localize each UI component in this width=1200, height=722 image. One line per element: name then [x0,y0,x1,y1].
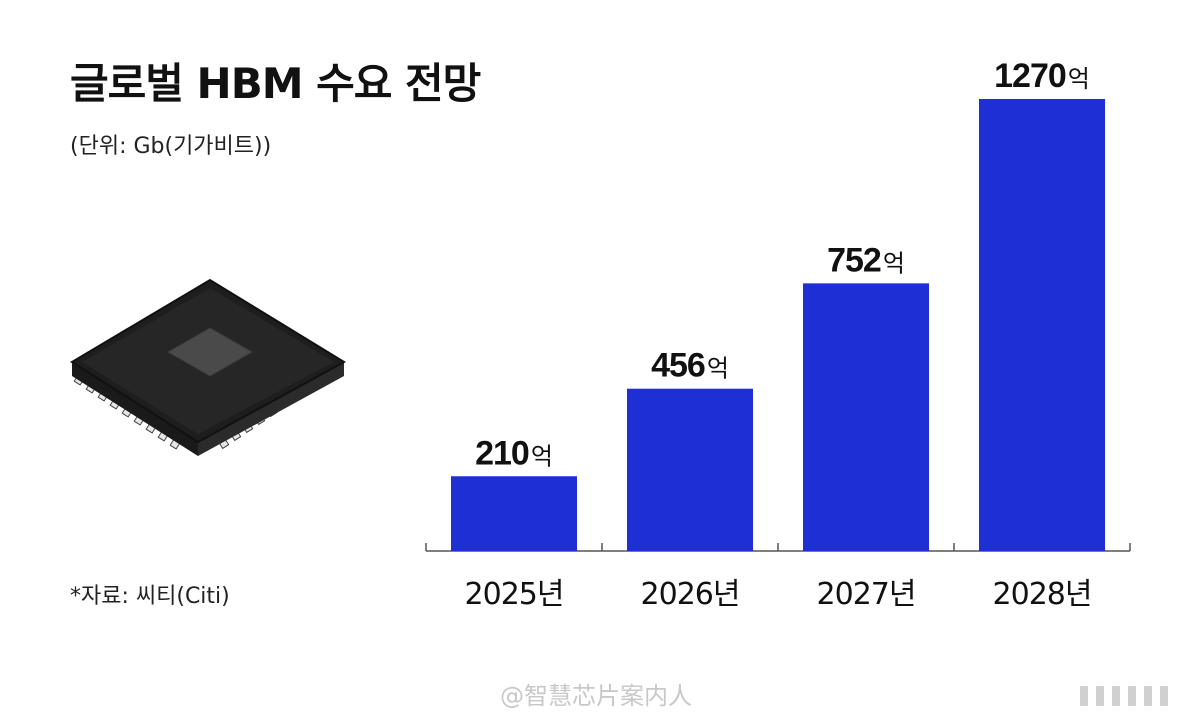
bar-2 [627,388,753,551]
x-tick-label: 2026년 [641,577,740,612]
source-note: *자료: 씨티(Citi) [70,584,230,609]
bar-value-label: 1270억 [994,57,1090,95]
bar-value-label: 210억 [475,434,553,472]
page-title: 글로벌 HBM 수요 전망 [70,59,481,108]
watermark: @智慧芯片案内人 [500,682,692,710]
bar-value-label: 752억 [827,241,905,279]
unit-note: (단위: Gb(기가비트)) [70,134,272,159]
x-tick-label: 2025년 [465,577,564,612]
watermark-bars-icon [1080,686,1168,706]
bar-4 [979,99,1105,551]
chip-icon [70,278,346,456]
x-tick-label: 2027년 [817,577,916,612]
bar-value-label: 456억 [651,347,729,385]
x-tick-label: 2028년 [993,577,1092,612]
bar-3 [803,283,929,551]
bar-1 [451,476,577,551]
